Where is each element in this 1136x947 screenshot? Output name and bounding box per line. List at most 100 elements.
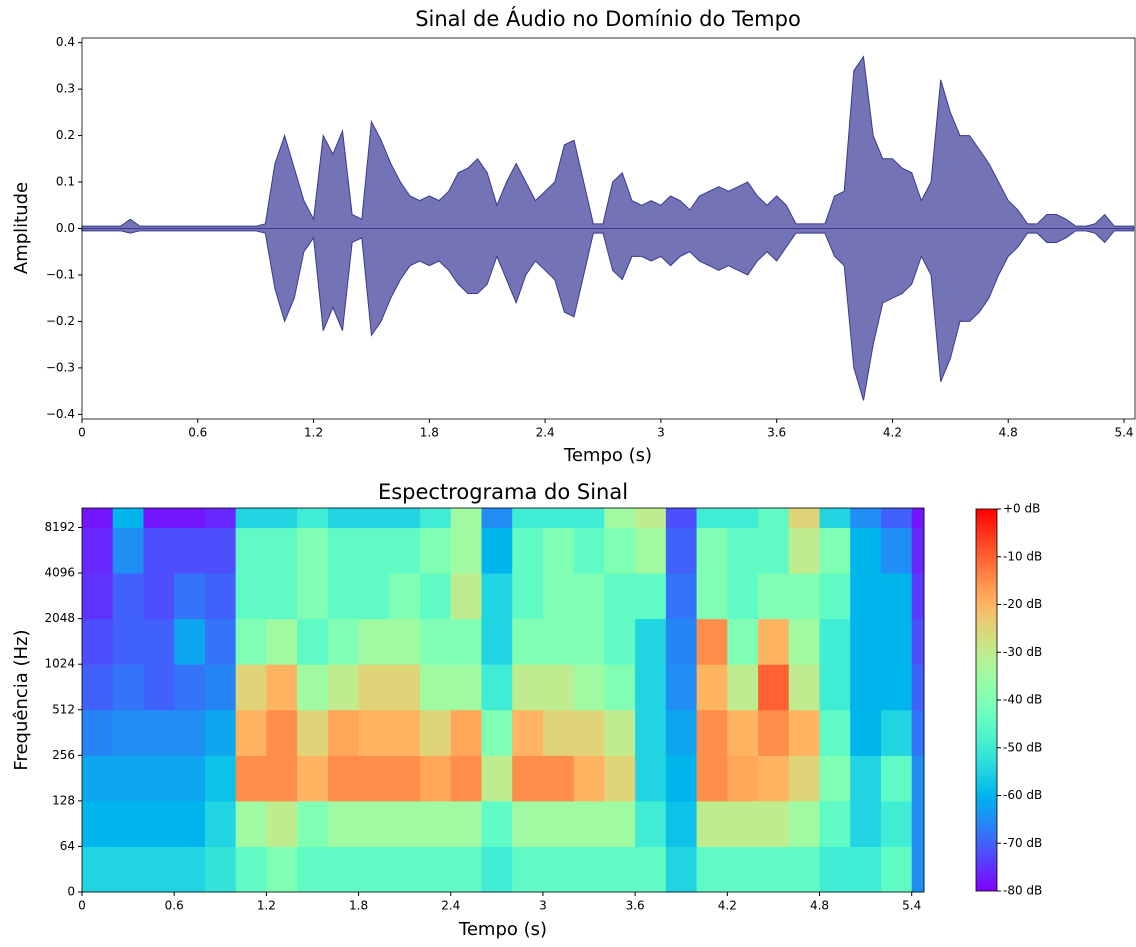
heatmap-cell (358, 508, 390, 529)
heatmap-cell (327, 709, 360, 756)
y-tick-label: −0.3 (46, 360, 75, 374)
heatmap-cell (573, 527, 605, 574)
heatmap-cell (665, 800, 698, 847)
heatmap-cell (880, 800, 913, 847)
heatmap-cell (266, 618, 298, 665)
heatmap-cell (880, 573, 913, 620)
heatmap-cell (880, 508, 913, 529)
heatmap-cell (82, 573, 114, 620)
heatmap-cell (727, 800, 759, 847)
heatmap-cell (297, 755, 329, 802)
heatmap-cell (82, 800, 114, 847)
heatmap-cell (358, 846, 390, 893)
heatmap-cell (204, 709, 237, 756)
heatmap-cell (204, 508, 237, 529)
heatmap-cell (880, 755, 913, 802)
heatmap-cell (911, 527, 925, 574)
heatmap-cell (266, 709, 298, 756)
heatmap-cell (112, 755, 144, 802)
heatmap-cell (112, 618, 144, 665)
heatmap-cell (512, 755, 544, 802)
heatmap-cell (665, 527, 698, 574)
heatmap-cell (758, 573, 790, 620)
x-tick-label: 1.8 (420, 426, 439, 440)
heatmap-cell (727, 508, 759, 529)
heatmap-cell (174, 527, 206, 574)
heatmap-cell (143, 573, 175, 620)
heatmap-cell (512, 800, 544, 847)
heatmap-cell (819, 573, 851, 620)
heatmap-cell (235, 527, 267, 574)
heatmap-cell (297, 527, 329, 574)
heatmap-cell (635, 527, 667, 574)
heatmap-cell (82, 846, 114, 893)
heatmap-cell (788, 755, 821, 802)
heatmap-cell (758, 709, 790, 756)
heatmap-cell (420, 709, 452, 756)
heatmap-cell (850, 618, 882, 665)
heatmap-cell (389, 508, 421, 529)
heatmap-cell (911, 664, 925, 711)
heatmap-cell (112, 800, 144, 847)
heatmap-cell (297, 573, 329, 620)
x-tick-label: 0 (78, 426, 86, 440)
heatmap-cell (481, 800, 513, 847)
heatmap-cell (420, 800, 452, 847)
heatmap-cell (635, 508, 667, 529)
y-tick-label: 0.3 (56, 82, 75, 96)
colorbar-tick-label: -40 dB (1003, 693, 1042, 707)
y-tick-label: −0.2 (46, 314, 75, 328)
heatmap-cell (819, 664, 851, 711)
heatmap-cell (174, 664, 206, 711)
heatmap-cell (635, 573, 667, 620)
heatmap-cell (420, 618, 452, 665)
heatmap-cell (82, 664, 114, 711)
heatmap-cell (850, 508, 882, 529)
heatmap-cell (266, 664, 298, 711)
y-tick-label: 0.4 (56, 35, 75, 49)
heatmap-cell (696, 527, 728, 574)
heatmap-cell (788, 527, 821, 574)
x-tick-label: 5.4 (1114, 426, 1133, 440)
heatmap-cell (604, 527, 636, 574)
heatmap-cell (327, 664, 360, 711)
heatmap-cell (266, 755, 298, 802)
heatmap-cell (850, 755, 882, 802)
heatmap-cell (112, 508, 144, 529)
heatmap-cell (174, 846, 206, 893)
heatmap-cell (573, 800, 605, 847)
heatmap-cell (420, 664, 452, 711)
heatmap-cell (204, 573, 237, 620)
x-axis-label: Tempo (s) (563, 445, 652, 466)
heatmap-cell (758, 527, 790, 574)
x-tick-label: 1.2 (304, 426, 323, 440)
heatmap-cell (850, 800, 882, 847)
heatmap-cell (481, 508, 513, 529)
plot-frame (81, 507, 925, 893)
heatmap-cell (512, 709, 544, 756)
heatmap-cell (911, 709, 925, 756)
heatmap-cell (143, 755, 175, 802)
y-tick-label: −0.4 (46, 407, 75, 421)
heatmap-cell (327, 800, 360, 847)
heatmap-cell (819, 527, 851, 574)
heatmap-cell (880, 709, 913, 756)
heatmap-cell (573, 508, 605, 529)
heatmap-cell (358, 618, 390, 665)
y-tick-label: 0.2 (56, 128, 75, 142)
heatmap-cell (573, 709, 605, 756)
heatmap-cell (911, 846, 925, 893)
heatmap-cell (665, 709, 698, 756)
heatmap-cell (727, 527, 759, 574)
heatmap-cell (174, 618, 206, 665)
x-tick-label: 3 (657, 426, 665, 440)
waveform-area (81, 228, 1135, 401)
heatmap-cell (696, 755, 728, 802)
colorbar-tick-label: -80 dB (1003, 884, 1042, 898)
heatmap-cell (481, 709, 513, 756)
heatmap-cell (788, 618, 821, 665)
waveform-area (81, 55, 1135, 229)
heatmap-cell (112, 573, 144, 620)
